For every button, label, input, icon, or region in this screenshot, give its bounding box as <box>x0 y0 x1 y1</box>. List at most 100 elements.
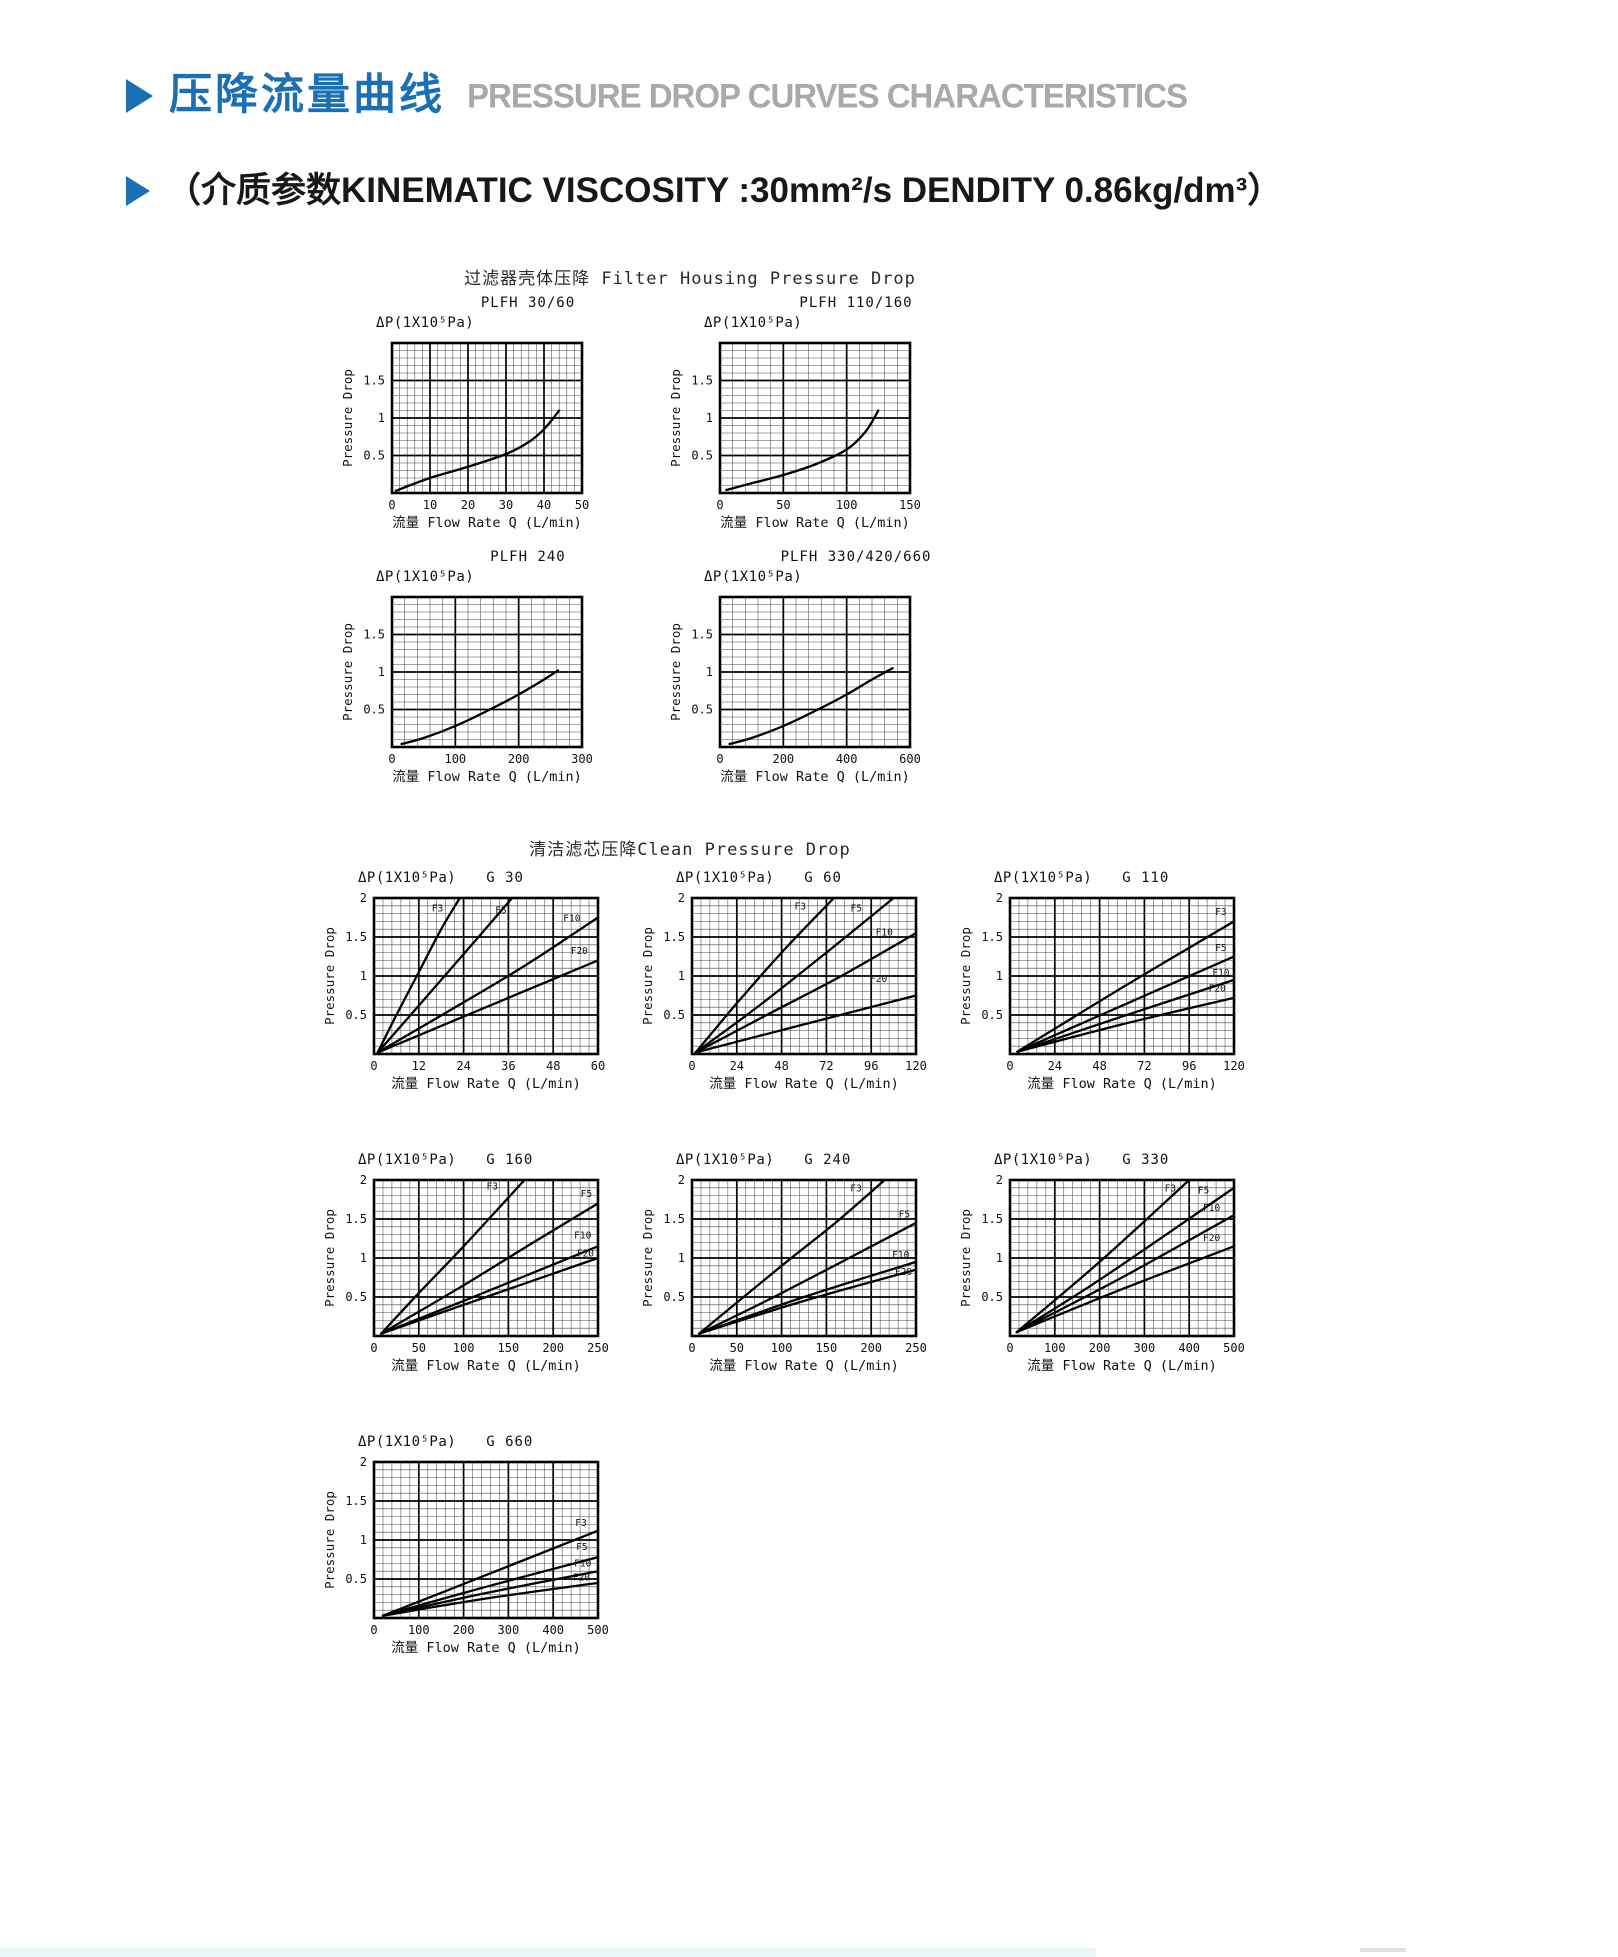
chart-title: G 660 <box>486 1434 534 1450</box>
section-title-housing: 过滤器壳体压降 Filter Housing Pressure Drop <box>464 269 916 289</box>
chart-title: PLFH 30/60 <box>480 295 576 311</box>
x-tick-label: 24 <box>456 1059 470 1073</box>
page-title-cn: 压降流量曲线 <box>169 71 445 119</box>
chart-curve <box>376 959 598 1054</box>
chart-curve <box>1016 978 1234 1053</box>
chart-plot: F3 F5 F10 F20 0.5 1 1.5 2 0 24 48 72 96 120 Pressure D… <box>958 891 1245 1092</box>
curves-group <box>725 409 880 492</box>
chart-curve <box>376 916 598 1054</box>
x-tick-label: 100 <box>1044 1341 1066 1355</box>
x-tick-label: 100 <box>836 498 858 512</box>
y-tick-label: 0.5 <box>691 703 713 717</box>
x-tick-label: 300 <box>1134 1341 1156 1355</box>
chart-plot: 0.5 1 1.5 0 200 400 600 Pressure Drop 流量 Flow Ra… <box>668 595 921 785</box>
chart-figure: ΔP(1X10⁵Pa) G 660 F3 F5 F10 F20 0.5 1 1.5 2 0 100 20… <box>322 1434 640 1660</box>
series-label: F5 <box>1215 943 1226 954</box>
x-axis-label: 流量 Flow Rate Q (L/min) <box>720 769 910 785</box>
x-tick-label: 400 <box>1178 1341 1200 1355</box>
chart-title: PLFH 240 <box>490 549 566 565</box>
chart-caption-line: ΔP(1X10⁵Pa) G 60 <box>640 870 958 890</box>
media-parameters-line: （介质参数KINEMATIC VISCOSITY :30mm²/s DENDIT… <box>126 173 1618 208</box>
housing-charts-grid: PLFH 30/60 ΔP(1X10⁵Pa) 0.5 1 1.5 0 10 20 30 40 50 P… <box>340 295 1618 789</box>
chart-caption-line: ΔP(1X10⁵Pa) G 240 <box>640 1152 958 1172</box>
major-grid <box>691 1179 917 1336</box>
x-tick-label: 0 <box>688 1059 695 1073</box>
x-tick-label: 40 <box>537 498 551 512</box>
y-tick-label: 2 <box>360 891 367 905</box>
series-label: F3 <box>1215 907 1226 918</box>
media-parameters-text: （介质参数KINEMATIC VISCOSITY :30mm²/s DENDIT… <box>166 171 1283 210</box>
x-tick-label: 12 <box>412 1059 426 1073</box>
chart-curve <box>694 898 895 1054</box>
series-label: F10 <box>1212 968 1229 979</box>
chart-figure: ΔP(1X10⁵Pa) G 160 F3 F5 F10 F20 0.5 1 1.5 2 0 50 100… <box>322 1152 640 1378</box>
plot-border <box>390 595 584 749</box>
chart-title: PLFH 110/160 <box>799 295 913 311</box>
chart-plot: F3 F5 F10 F20 0.5 1 1.5 2 0 50 100 150 200 250 Pressur… <box>322 1173 609 1374</box>
y-tick-label: 1.5 <box>691 628 713 642</box>
page-title-en: PRESSURE DROP CURVES CHARACTERISTICS <box>467 76 1188 115</box>
x-tick-label: 150 <box>498 1341 520 1355</box>
x-tick-label: 72 <box>1137 1059 1151 1073</box>
x-tick-label: 50 <box>730 1341 744 1355</box>
y-tick-label: 2 <box>996 891 1003 905</box>
pressure-unit-label: ΔP(1X10⁵Pa) <box>676 870 775 886</box>
charts-area: 过滤器壳体压降 Filter Housing Pressure Drop PLF… <box>0 264 1618 1660</box>
y-tick-label: 0.5 <box>345 1290 367 1304</box>
chart-title: G 30 <box>486 870 524 886</box>
chart-curve <box>381 1581 598 1617</box>
y-tick-label: 2 <box>360 1455 367 1469</box>
plot-border <box>690 1178 918 1338</box>
x-axis-label: 流量 Flow Rate Q (L/min) <box>1027 1076 1217 1092</box>
y-tick-label: 1 <box>360 969 367 983</box>
x-tick-label: 96 <box>864 1059 878 1073</box>
y-tick-label: 1 <box>678 969 685 983</box>
y-tick-label: 1.5 <box>663 930 685 944</box>
chart-curve <box>380 1256 598 1335</box>
x-tick-label: 0 <box>688 1341 695 1355</box>
y-tick-label: 2 <box>678 1173 685 1187</box>
chart-curve <box>694 994 916 1054</box>
series-label: F20 <box>577 1248 594 1259</box>
x-tick-label: 20 <box>461 498 475 512</box>
series-label: F5 <box>576 1542 587 1553</box>
y-tick-label: 2 <box>996 1173 1003 1187</box>
series-label: F10 <box>892 1250 909 1261</box>
chart-curve <box>1016 955 1234 1053</box>
chart-curve <box>1016 920 1234 1053</box>
pressure-unit-label: ΔP(1X10⁵Pa) <box>704 315 803 331</box>
x-tick-label: 0 <box>370 1059 377 1073</box>
pressure-unit-label: ΔP(1X10⁵Pa) <box>994 870 1093 886</box>
plot-border <box>718 341 912 495</box>
x-tick-label: 24 <box>1048 1059 1062 1073</box>
plot-border <box>718 595 912 749</box>
chart-figure: PLFH 330/420/660 ΔP(1X10⁵Pa) 0.5 1 1.5 0 200 40… <box>668 549 996 789</box>
chart-plot: 0.5 1 1.5 0 100 200 300 Pressure Drop 流量 Flow Ra… <box>340 595 593 785</box>
chart-caption-line: ΔP(1X10⁵Pa) G 110 <box>958 870 1276 890</box>
chart-caption-line: ΔP(1X10⁵Pa) G 660 <box>322 1434 640 1454</box>
series-label: F20 <box>1203 1233 1220 1244</box>
x-tick-label: 60 <box>591 1059 605 1073</box>
y-axis-label: Pressure Drop <box>322 1491 337 1589</box>
y-tick-label: 1.5 <box>345 930 367 944</box>
chart-curve <box>1015 1180 1191 1334</box>
chart-title: G 160 <box>486 1152 534 1168</box>
y-axis-label: Pressure Drop <box>340 369 355 467</box>
chart-figure: ΔP(1X10⁵Pa) G 240 F3 F5 F10 F20 0.5 1 1.5 2 0 50 100… <box>640 1152 958 1378</box>
y-tick-label: 1.5 <box>363 374 385 388</box>
x-tick-label: 200 <box>860 1341 882 1355</box>
curves-group <box>1016 920 1234 1053</box>
x-tick-label: 30 <box>499 498 513 512</box>
chart-curve <box>698 1268 916 1335</box>
x-tick-label: 72 <box>819 1059 833 1073</box>
y-tick-label: 1 <box>706 411 713 425</box>
y-axis-label: Pressure Drop <box>340 623 355 721</box>
pressure-unit-label: ΔP(1X10⁵Pa) <box>376 315 475 331</box>
y-tick-label: 0.5 <box>663 1008 685 1022</box>
chart-title: G 330 <box>1122 1152 1170 1168</box>
series-label: F20 <box>870 974 887 985</box>
accent-triangle-icon <box>126 175 150 206</box>
y-axis-label: Pressure Drop <box>958 1209 973 1307</box>
x-tick-label: 50 <box>575 498 589 512</box>
plot-border <box>390 341 584 495</box>
